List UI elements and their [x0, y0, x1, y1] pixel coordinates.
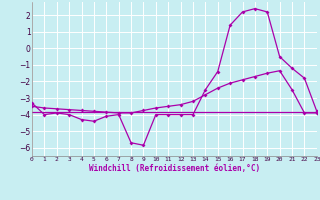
X-axis label: Windchill (Refroidissement éolien,°C): Windchill (Refroidissement éolien,°C)	[89, 164, 260, 173]
